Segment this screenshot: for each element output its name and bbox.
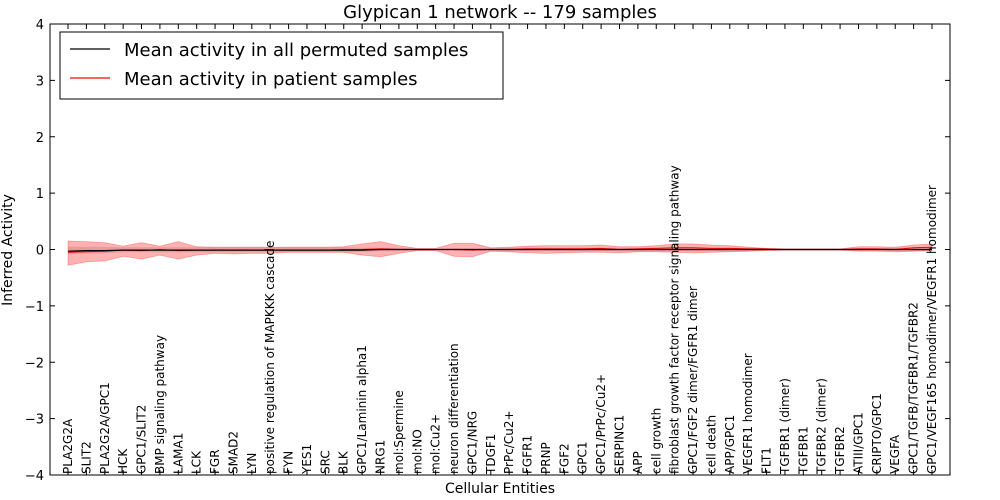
x-category-label: GPC1/SLIT2 xyxy=(135,405,149,474)
x-category-label: SERPINC1 xyxy=(613,415,627,474)
chart-title: Glypican 1 network -- 179 samples xyxy=(343,2,657,23)
x-category-label: TGFBR1 (dimer) xyxy=(778,378,792,475)
x-category-label: GPC1 xyxy=(576,441,590,474)
y-axis-ticks: −4 −3 −2 −1 0 1 2 3 4 xyxy=(25,18,950,484)
permuted-mean-line xyxy=(67,248,932,252)
x-category-label: mol:Spermine xyxy=(392,390,406,474)
x-category-label: fibroblast growth factor receptor signal… xyxy=(668,165,682,474)
x-category-label: LAMA1 xyxy=(171,433,185,474)
x-category-label: YES1 xyxy=(300,444,314,475)
x-category-label: PLA2G2A/GPC1 xyxy=(98,382,112,474)
patient-band-layer xyxy=(67,240,933,266)
x-category-label: ATIII/GPC1 xyxy=(852,412,866,474)
x-category-label: mol:NO xyxy=(410,429,424,474)
y-tick-label: 3 xyxy=(36,74,44,89)
x-category-label: BLK xyxy=(337,450,351,474)
x-category-label: TDGF1 xyxy=(484,434,498,475)
x-category-label: GPC1/TGFB/TGFBR1/TGFBR2 xyxy=(907,302,921,474)
x-category-label: BMP signaling pathway xyxy=(153,335,167,474)
legend-label-permuted: Mean activity in all permuted samples xyxy=(124,40,468,61)
x-category-label: SMAD2 xyxy=(226,431,240,474)
x-category-label: GPC1/FGF2 dimer/FGFR1 dimer xyxy=(686,286,700,474)
x-category-label: cell growth xyxy=(649,408,663,474)
x-category-label: SRC xyxy=(318,450,332,474)
x-category-label: TGFBR1 xyxy=(796,426,810,475)
y-tick-label: −3 xyxy=(25,413,44,428)
x-category-label: FGFR1 xyxy=(521,435,535,474)
plot-area xyxy=(67,240,933,266)
x-category-label: TGFBR2 (dimer) xyxy=(815,378,829,475)
x-category-label: HCK xyxy=(116,448,130,474)
legend-box xyxy=(59,31,504,100)
x-category-label: LCK xyxy=(190,450,204,474)
x-category-label: mol:Cu2+ xyxy=(429,414,443,474)
x-category-label: NRG1 xyxy=(374,440,388,474)
x-category-label: APP xyxy=(631,451,645,474)
x-category-label: SLIT2 xyxy=(79,441,93,474)
legend: Mean activity in all permuted samples Me… xyxy=(59,31,504,100)
x-category-label: LYN xyxy=(245,453,259,474)
x-category-label: cell death xyxy=(704,415,718,474)
x-category-label: VEGFA xyxy=(888,434,902,474)
x-category-label: FYN xyxy=(282,451,296,474)
y-axis-title: Inferred Activity xyxy=(0,194,16,306)
x-category-label: FGR xyxy=(208,449,222,474)
x-category-label: FLT1 xyxy=(760,447,774,474)
x-category-label: GPC1/PrPc/Cu2+ xyxy=(594,374,608,474)
x-axis-category-labels: PLA2G2A SLIT2 PLA2G2A/GPC1 HCK GPC1/SLIT2 BMP… xyxy=(61,165,939,475)
x-category-label: CRIPTO/GPC1 xyxy=(870,393,884,474)
x-category-label: PRNP xyxy=(539,442,553,474)
x-category-label: neuron differentiation xyxy=(447,343,461,474)
x-category-label: GPC1/NRG xyxy=(465,411,479,474)
x-axis-ticks xyxy=(67,24,933,475)
y-tick-label: −2 xyxy=(25,356,44,371)
x-category-label: VEGFR1 homodimer xyxy=(741,353,755,474)
x-axis-title: Cellular Entities xyxy=(445,481,555,497)
patient-band xyxy=(67,240,933,266)
y-tick-label: −1 xyxy=(25,300,44,315)
x-category-label: FGF2 xyxy=(557,443,571,474)
x-category-label: PrPc/Cu2+ xyxy=(502,410,516,474)
x-category-label: APP/GPC1 xyxy=(723,415,737,474)
x-category-label: PLA2G2A xyxy=(61,418,75,474)
series-line-layer xyxy=(67,246,933,253)
y-tick-label: 1 xyxy=(36,187,44,202)
y-tick-label: −4 xyxy=(25,469,44,484)
x-category-label: GPC1/Laminin alpha1 xyxy=(355,345,369,474)
y-tick-label: 2 xyxy=(36,131,44,146)
y-tick-label: 4 xyxy=(36,18,44,33)
x-category-label: GPC1/VEGF165 homodimer/VEGFR1 homodimer xyxy=(925,185,939,474)
x-category-label: TGFBR2 xyxy=(833,426,847,475)
legend-label-patient: Mean activity in patient samples xyxy=(124,69,418,90)
x-category-label: positive regulation of MAPKKK cascade xyxy=(263,241,277,474)
y-tick-label: 0 xyxy=(36,244,44,259)
